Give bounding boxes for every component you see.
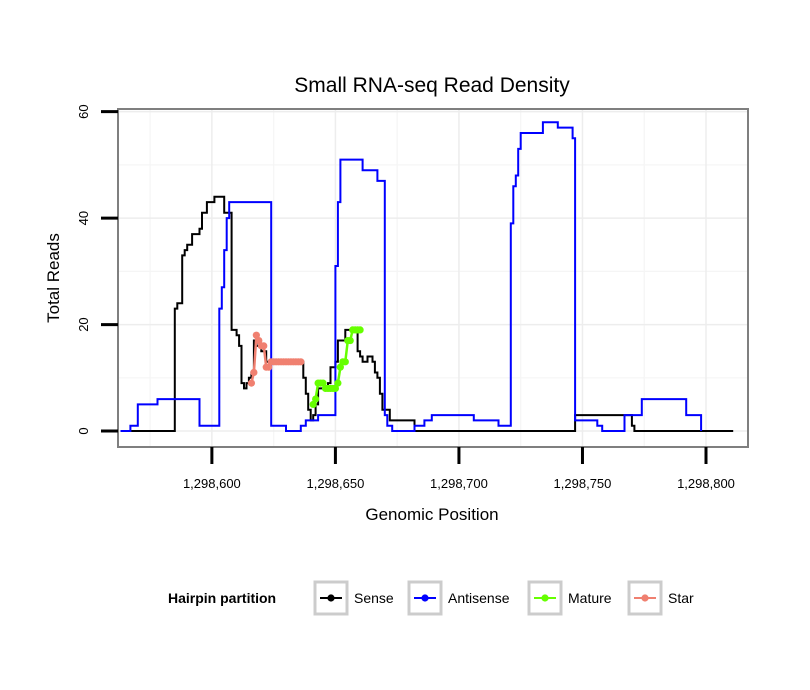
sense-series-line (120, 195, 734, 432)
legend-key-point-star (641, 594, 649, 602)
legend-key-point-antisense (421, 594, 429, 602)
chart-title: Small RNA-seq Read Density (294, 74, 570, 97)
legend-key-point-mature (541, 594, 549, 602)
legend-item-mature: Mature (527, 580, 612, 616)
y-tick-label: 40 (76, 211, 91, 225)
y-tick-label: 20 (76, 317, 91, 331)
star-point (247, 379, 256, 387)
legend-title: Hairpin partition (168, 590, 276, 606)
series-layer (120, 121, 734, 432)
legend-item-star: Star (627, 580, 694, 616)
star-series (247, 331, 305, 387)
mature-point (312, 395, 320, 403)
legend-item-sense: Sense (313, 580, 394, 616)
y-tick-label: 0 (76, 427, 91, 434)
legend-item-antisense: Antisense (407, 580, 510, 616)
x-tick-label: 1,298,750 (554, 476, 612, 491)
legend-label-star: Star (668, 590, 694, 606)
legend-key-point-sense (327, 594, 335, 602)
plot-border (117, 108, 749, 448)
x-axis-title: Genomic Position (365, 505, 498, 524)
star-point (297, 358, 305, 366)
x-tick-label: 1,298,700 (430, 476, 488, 491)
mature-point (346, 336, 354, 345)
star-point (250, 368, 258, 377)
y-axis-title: Total Reads (44, 233, 63, 323)
x-tick-label: 1,298,650 (306, 476, 364, 491)
mature-point (341, 358, 349, 366)
legend-label-mature: Mature (568, 590, 612, 606)
y-axis: 0 20 40 60 (76, 104, 118, 435)
mature-point (356, 326, 364, 334)
legend: Hairpin partition Sense Antisense Mature St… (168, 580, 694, 616)
mature-point (334, 379, 342, 387)
mature-series (309, 326, 364, 409)
star-point (260, 342, 268, 350)
y-tick-label: 60 (76, 104, 91, 118)
legend-label-antisense: Antisense (448, 590, 510, 606)
x-tick-label: 1,298,800 (677, 476, 735, 491)
plot-area (117, 108, 749, 448)
x-tick-label: 1,298,600 (183, 476, 241, 491)
antisense-series-line (120, 121, 703, 432)
legend-label-sense: Sense (354, 590, 394, 606)
legend-entries: Sense Antisense Mature Star (313, 580, 694, 616)
x-axis: 1,298,600 1,298,650 1,298,700 1,298,750 1,29… (183, 447, 735, 491)
